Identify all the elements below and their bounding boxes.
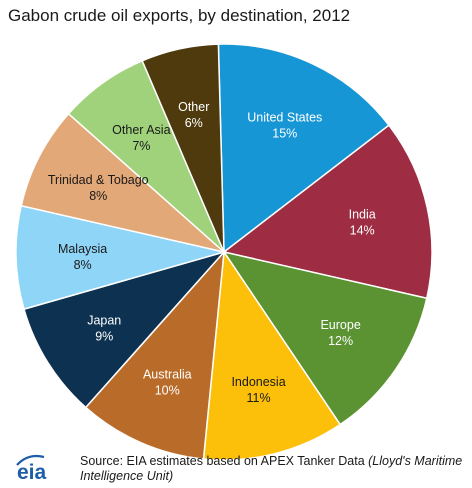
pie-label-name-9: Other [178,100,209,114]
pie-label-1: India 14% [349,208,376,238]
pie-label-name-2: Europe [320,318,360,332]
pie-slices [15,43,433,461]
chart-title: Gabon crude oil exports, by destination,… [8,6,351,25]
pie-label-name-7: Trinidad & Tobago [48,173,149,187]
pie-label-5: Japan 9% [87,313,121,343]
pie-label-value-4: 10% [155,384,180,398]
pie-label-name-6: Malaysia [58,242,107,256]
pie-labels: United States 15% India 14% Europe 12% Indones… [48,100,376,405]
eia-logo-text: eia [17,461,47,483]
pie-label-value-8: 7% [132,139,150,153]
pie-label-value-0: 15% [272,126,297,140]
pie-slice-7 [20,112,225,253]
pie-slice-0 [217,43,390,254]
pie-label-name-0: United States [247,110,322,124]
pie-label-8: Other Asia 7% [112,123,170,153]
pie-label-value-5: 9% [95,329,113,343]
pie-label-name-3: Indonesia [231,375,285,389]
pie-label-7: Trinidad & Tobago 8% [48,173,149,203]
pie-label-value-9: 6% [185,116,203,130]
pie-slice-6 [15,204,225,311]
pie-slice-1 [222,124,433,300]
source-text: Source: EIA estimates based on APEX Tank… [80,454,369,468]
pie-label-value-6: 8% [74,258,92,272]
pie-slice-3 [202,249,342,461]
pie-label-name-5: Japan [87,313,121,327]
pie-label-3: Indonesia 11% [231,375,285,405]
pie-label-2: Europe 12% [320,318,360,348]
pie-slice-2 [222,250,428,426]
pie-label-name-4: Australia [143,368,192,382]
pie-label-value-1: 14% [350,224,375,238]
pie-label-value-3: 11% [247,391,271,405]
eia-logo: eia [14,449,56,484]
source-note: Source: EIA estimates based on APEX Tank… [80,454,465,484]
pie-slice-9 [141,43,225,253]
pie-label-6: Malaysia 8% [58,242,107,272]
pie-label-value-2: 12% [328,334,353,348]
pie-label-name-1: India [349,208,376,222]
pie-label-value-7: 8% [89,189,107,203]
pie-slice-5 [23,250,227,409]
pie-label-4: Australia 10% [143,368,192,398]
pie-slice-4 [84,249,225,460]
pie-label-name-8: Other Asia [112,123,170,137]
source-italic: (Lloyd's Maritime Intelligence Unit) [80,454,463,483]
pie-label-9: Other 6% [178,100,209,130]
pie-label-0: United States 15% [247,110,322,140]
